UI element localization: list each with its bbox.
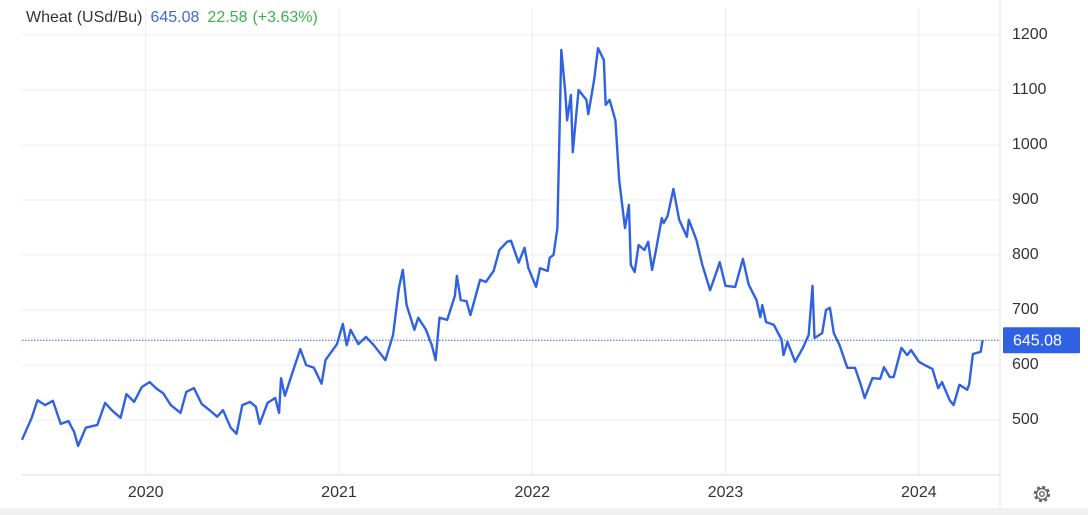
y-tick-label: 800 xyxy=(1012,246,1039,263)
price-change-percent: (+3.63%) xyxy=(252,9,318,26)
instrument-title: Wheat (USd/Bu) xyxy=(26,9,143,26)
last-value-label: 645.08 xyxy=(1013,332,1062,349)
header: Wheat (USd/Bu) 645.08 22.58 (+3.63%) xyxy=(26,9,318,27)
y-tick-label: 600 xyxy=(1012,356,1039,373)
last-price: 645.08 xyxy=(150,9,200,26)
y-tick-label: 1200 xyxy=(1012,26,1048,43)
bottom-strip xyxy=(0,508,1088,515)
y-tick-label: 700 xyxy=(1012,301,1039,318)
price-line xyxy=(20,47,984,448)
x-tick-label: 2020 xyxy=(128,484,164,501)
x-tick-label: 2023 xyxy=(708,484,744,501)
settings-icon[interactable] xyxy=(1033,485,1051,503)
x-tick-label: 2024 xyxy=(901,484,937,501)
grid xyxy=(22,7,1000,475)
y-tick-label: 900 xyxy=(1012,191,1039,208)
price-change: 22.58 xyxy=(207,9,248,26)
y-tick-label: 1100 xyxy=(1012,81,1047,98)
y-tick-label: 1000 xyxy=(1012,136,1048,153)
x-tick-label: 2022 xyxy=(514,484,550,501)
last-value-box xyxy=(1003,327,1080,354)
y-tick-label: 500 xyxy=(1012,411,1039,428)
x-tick-label: 2021 xyxy=(321,484,357,501)
